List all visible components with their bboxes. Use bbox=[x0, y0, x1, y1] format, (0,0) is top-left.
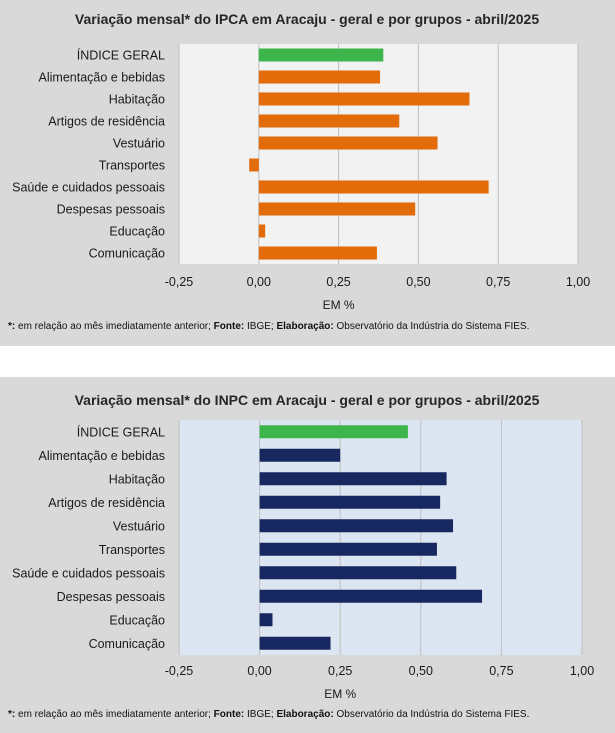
inpc-x-tick-label: 0,25 bbox=[328, 664, 352, 678]
inpc-bar bbox=[259, 566, 457, 580]
inpc-bar bbox=[259, 519, 454, 533]
ipca-x-tick-label: -0,25 bbox=[165, 275, 194, 289]
ipca-x-tick-label: 0,75 bbox=[486, 275, 510, 289]
footnote-credit: Observatório da Indústria do Sistema FIE… bbox=[333, 321, 530, 332]
ipca-category-label: Artigos de residência bbox=[48, 115, 165, 129]
inpc-category-label: ÍNDICE GERAL bbox=[77, 424, 165, 439]
ipca-category-label: Saúde e cuidados pessoais bbox=[12, 181, 165, 195]
ipca-bar bbox=[258, 224, 266, 238]
footnote-source-label: Fonte: bbox=[213, 321, 245, 332]
ipca-category-label: Vestuário bbox=[113, 137, 165, 151]
ipca-chart-title: Variação mensal* do IPCA em Aracaju - ge… bbox=[75, 11, 539, 27]
inpc-bar bbox=[259, 636, 331, 650]
inpc-x-tick-label: 0,50 bbox=[409, 664, 433, 678]
ipca-footnote: *: em relação ao mês imediatamente anter… bbox=[8, 321, 529, 332]
ipca-bar bbox=[258, 48, 384, 62]
ipca-bar bbox=[249, 158, 259, 172]
ipca-bar bbox=[258, 202, 416, 216]
inpc-x-tick-label: 1,00 bbox=[570, 664, 594, 678]
inpc-category-label: Saúde e cuidados pessoais bbox=[12, 566, 165, 580]
footnote-credit-label: Elaboração: bbox=[276, 709, 334, 720]
inpc-chart-title: Variação mensal* do INPC em Aracaju - ge… bbox=[75, 392, 540, 408]
footnote-lead: *: bbox=[8, 709, 16, 720]
inpc-x-axis-label: EM % bbox=[324, 687, 356, 701]
inpc-x-tick-label: -0,25 bbox=[165, 664, 194, 678]
ipca-category-label: Despesas pessoais bbox=[57, 203, 165, 217]
ipca-category-label: Educação bbox=[109, 225, 165, 239]
ipca-bar bbox=[258, 92, 470, 106]
inpc-bar bbox=[259, 542, 437, 556]
footnote-text: em relação ao mês imediatamente anterior… bbox=[15, 321, 214, 332]
footnote-text: em relação ao mês imediatamente anterior… bbox=[15, 709, 214, 720]
inpc-x-tick-label: 0,75 bbox=[489, 664, 513, 678]
ipca-bar bbox=[258, 136, 438, 150]
ipca-bar bbox=[258, 180, 489, 194]
inpc-footnote: *: em relação ao mês imediatamente anter… bbox=[8, 709, 529, 720]
ipca-x-tick-label: 1,00 bbox=[566, 275, 590, 289]
inpc-category-label: Habitação bbox=[109, 472, 165, 486]
ipca-chart-panel: Variação mensal* do IPCA em Aracaju - ge… bbox=[0, 0, 615, 346]
footnote-credit: Observatório da Indústria do Sistema FIE… bbox=[333, 709, 530, 720]
inpc-category-label: Alimentação e bebidas bbox=[39, 449, 165, 463]
inpc-category-label: Educação bbox=[109, 613, 165, 627]
footnote-lead: *: bbox=[8, 321, 16, 332]
ipca-x-axis-label: EM % bbox=[323, 298, 355, 312]
inpc-bar bbox=[259, 589, 483, 603]
inpc-category-label: Despesas pessoais bbox=[57, 590, 165, 604]
inpc-bar bbox=[259, 425, 408, 439]
inpc-plot-area bbox=[179, 420, 582, 655]
footnote-source: IBGE; bbox=[244, 709, 277, 720]
inpc-chart-panel: Variação mensal* do INPC em Aracaju - ge… bbox=[0, 377, 615, 733]
inpc-bar bbox=[259, 472, 447, 486]
ipca-x-tick-label: 0,50 bbox=[406, 275, 430, 289]
ipca-bar bbox=[258, 70, 381, 84]
footnote-credit-label: Elaboração: bbox=[276, 321, 334, 332]
inpc-bar bbox=[259, 613, 273, 627]
inpc-x-tick-label: 0,00 bbox=[247, 664, 271, 678]
inpc-chart: Variação mensal* do INPC em Aracaju - ge… bbox=[12, 392, 594, 701]
inpc-bar bbox=[259, 495, 441, 509]
ipca-category-label: Habitação bbox=[109, 93, 165, 107]
footnote-source-label: Fonte: bbox=[213, 709, 245, 720]
ipca-category-label: ÍNDICE GERAL bbox=[77, 48, 165, 63]
ipca-x-tick-label: 0,00 bbox=[247, 275, 271, 289]
inpc-category-label: Artigos de residência bbox=[48, 496, 165, 510]
ipca-category-label: Transportes bbox=[99, 159, 165, 173]
ipca-category-label: Alimentação e bebidas bbox=[39, 71, 165, 85]
footnote-source: IBGE; bbox=[244, 321, 277, 332]
inpc-category-label: Vestuário bbox=[113, 519, 165, 533]
ipca-bar bbox=[258, 246, 377, 260]
ipca-chart: Variação mensal* do IPCA em Aracaju - ge… bbox=[12, 11, 590, 312]
inpc-category-label: Transportes bbox=[99, 543, 165, 557]
ipca-bar bbox=[258, 114, 400, 128]
inpc-bar bbox=[259, 448, 341, 462]
ipca-category-label: Comunicação bbox=[89, 247, 165, 261]
inpc-category-label: Comunicação bbox=[89, 637, 165, 651]
ipca-x-tick-label: 0,25 bbox=[326, 275, 350, 289]
